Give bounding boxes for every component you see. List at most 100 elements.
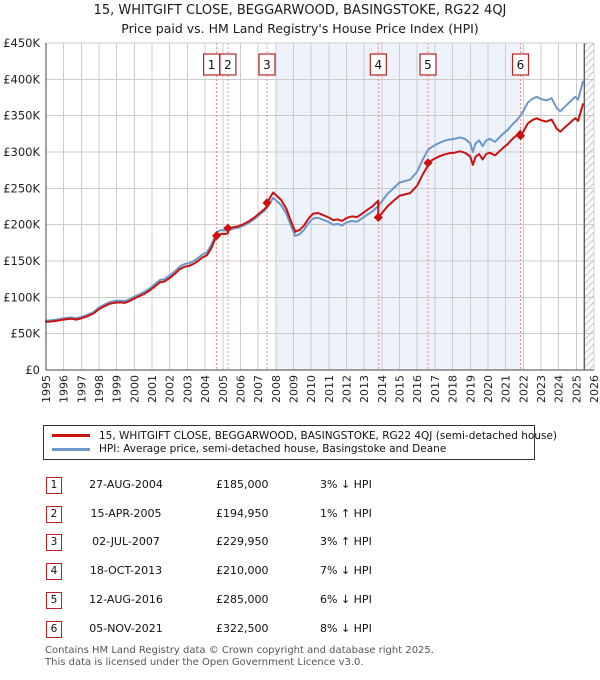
footer-line-1: Contains HM Land Registry data © Crown c… [45, 645, 434, 656]
sale-row-number-box: 5 [46, 591, 62, 609]
sale-table-row-2[interactable]: 2 15-APR-2005 £194,950 1% ↑ HPI [0, 505, 600, 524]
sale-diamond-icon [373, 212, 383, 222]
svg-text:£50K: £50K [11, 327, 41, 341]
svg-text:1998: 1998 [93, 375, 106, 403]
svg-text:2022: 2022 [517, 375, 530, 403]
svg-text:2023: 2023 [535, 375, 548, 403]
svg-text:£450K: £450K [3, 36, 40, 50]
sale-row-price: £322,500 [216, 621, 269, 635]
svg-text:2020: 2020 [482, 375, 495, 403]
sale-row-date: 05-NOV-2021 [89, 621, 163, 635]
svg-text:£0: £0 [25, 363, 40, 377]
svg-text:2026: 2026 [588, 375, 600, 403]
sale-row-hpi-diff: 6% ↓ HPI [320, 592, 372, 606]
svg-text:2003: 2003 [181, 375, 194, 403]
sale-row-price: £210,000 [216, 564, 269, 578]
sale-date-dashed-lines [216, 43, 521, 370]
sale-row-hpi-diff: 8% ↓ HPI [320, 621, 372, 635]
sale-row-price: £194,950 [216, 506, 269, 520]
sale-table-row-3[interactable]: 3 02-JUL-2007 £229,950 3% ↑ HPI [0, 534, 600, 552]
plot-borders [45, 42, 595, 371]
chart-legend: 15, WHITGIFT CLOSE, BEGGARWOOD, BASINGST… [43, 425, 557, 460]
sale-row-number-box: 4 [46, 563, 62, 581]
sale-row-number-box: 1 [46, 477, 62, 494]
sale-table-row-6[interactable]: 6 05-NOV-2021 £322,500 8% ↓ HPI [0, 620, 600, 639]
legend-label-hpi: HPI: Average price, semi-detached house,… [99, 443, 447, 456]
sale-table-row-1[interactable]: 1 27-AUG-2004 £185,000 3% ↓ HPI [0, 477, 600, 495]
sale-diamond-icon [262, 198, 272, 208]
page-subtitle: Price paid vs. HM Land Registry's House … [121, 21, 479, 36]
sale-row-price: £285,000 [216, 592, 269, 606]
svg-text:2009: 2009 [288, 375, 301, 403]
svg-text:£100K: £100K [3, 290, 40, 304]
hpi-line[interactable] [45, 80, 584, 322]
page-title: 15, WHITGIFT CLOSE, BEGGARWOOD, BASINGST… [93, 3, 507, 18]
svg-text:2005: 2005 [217, 375, 230, 403]
svg-text:1999: 1999 [111, 375, 124, 403]
sale-diamond-icon [423, 158, 433, 168]
sale-diamond-icon [223, 223, 233, 233]
sale-row-price: £185,000 [216, 478, 269, 491]
svg-text:1997: 1997 [75, 375, 88, 403]
y-axis-labels: £0 £50K £100K £150K £200K £250K £300K £350K £400… [3, 36, 40, 377]
svg-text:2006: 2006 [235, 375, 248, 403]
future-hatch-zone [584, 43, 594, 370]
svg-text:2013: 2013 [358, 375, 371, 403]
sale-row-number-box: 3 [46, 534, 62, 552]
svg-text:2012: 2012 [341, 375, 354, 403]
svg-text:2011: 2011 [323, 375, 336, 403]
svg-text:£350K: £350K [3, 109, 40, 123]
legend-row-hpi: HPI: Average price, semi-detached house,… [52, 443, 526, 457]
sale-row-date: 27-AUG-2004 [89, 478, 163, 491]
svg-text:1996: 1996 [58, 375, 71, 403]
hpi-line-swatch-icon [52, 447, 90, 451]
sale-row-date: 15-APR-2005 [90, 506, 162, 520]
sale-point-markers[interactable] [212, 131, 526, 241]
footer-line-2: This data is licensed under the Open Gov… [45, 656, 364, 668]
legend-label-property: 15, WHITGIFT CLOSE, BEGGARWOOD, BASINGST… [99, 429, 558, 442]
sale-table-row-5[interactable]: 5 12-AUG-2016 £285,000 6% ↓ HPI [0, 591, 600, 610]
svg-text:2004: 2004 [199, 375, 212, 403]
svg-text:£200K: £200K [3, 218, 40, 232]
licence-footer: Contains HM Land Registry data © Crown c… [45, 645, 585, 668]
sale-number-label: 4 [374, 58, 382, 72]
sale-number-label: 3 [263, 58, 271, 72]
svg-text:1995: 1995 [40, 375, 53, 403]
sale-number-label: 5 [424, 58, 432, 72]
sale-number-label: 1 [208, 58, 216, 72]
sale-number-label: 2 [224, 58, 232, 72]
sale-row-number-box: 6 [46, 620, 62, 638]
svg-text:2014: 2014 [376, 375, 389, 403]
svg-text:2015: 2015 [394, 375, 407, 403]
svg-text:2024: 2024 [553, 375, 566, 403]
svg-text:2019: 2019 [464, 375, 477, 403]
sale-number-label: 6 [517, 58, 525, 72]
svg-text:2007: 2007 [252, 375, 265, 403]
svg-text:£250K: £250K [3, 181, 40, 195]
sale-table-row-4[interactable]: 4 18-OCT-2013 £210,000 7% ↓ HPI [0, 563, 600, 581]
sale-row-hpi-diff: 1% ↑ HPI [320, 506, 372, 520]
svg-text:£300K: £300K [3, 145, 40, 159]
svg-text:£400K: £400K [3, 72, 40, 86]
legend-row-property: 15, WHITGIFT CLOSE, BEGGARWOOD, BASINGST… [52, 429, 557, 443]
property-price-line[interactable] [45, 103, 584, 323]
svg-text:2017: 2017 [429, 375, 442, 403]
svg-text:2016: 2016 [411, 375, 424, 403]
sale-row-hpi-diff: 3% ↓ HPI [320, 478, 372, 491]
sale-row-date: 02-JUL-2007 [92, 535, 160, 549]
x-axis-labels: 1995 1996 1997 1998 1999 2000 2001 2002 2003 2004… [40, 375, 600, 403]
svg-text:2021: 2021 [500, 375, 513, 403]
sale-diamond-icon [515, 131, 526, 141]
svg-text:2018: 2018 [447, 375, 460, 403]
sale-row-number-box: 2 [46, 505, 62, 523]
shaded-period-band [275, 43, 521, 370]
price-chart-canvas[interactable]: 1 2 3 4 5 6 £0 £50K £100K £150K £200K £250K £300K £35… [0, 0, 600, 422]
svg-text:2008: 2008 [270, 375, 283, 403]
sale-row-date: 18-OCT-2013 [89, 564, 163, 578]
svg-text:2010: 2010 [305, 375, 318, 403]
sale-diamond-icon [212, 231, 222, 241]
sale-row-hpi-diff: 7% ↓ HPI [320, 564, 372, 578]
sale-row-price: £229,950 [216, 535, 269, 549]
